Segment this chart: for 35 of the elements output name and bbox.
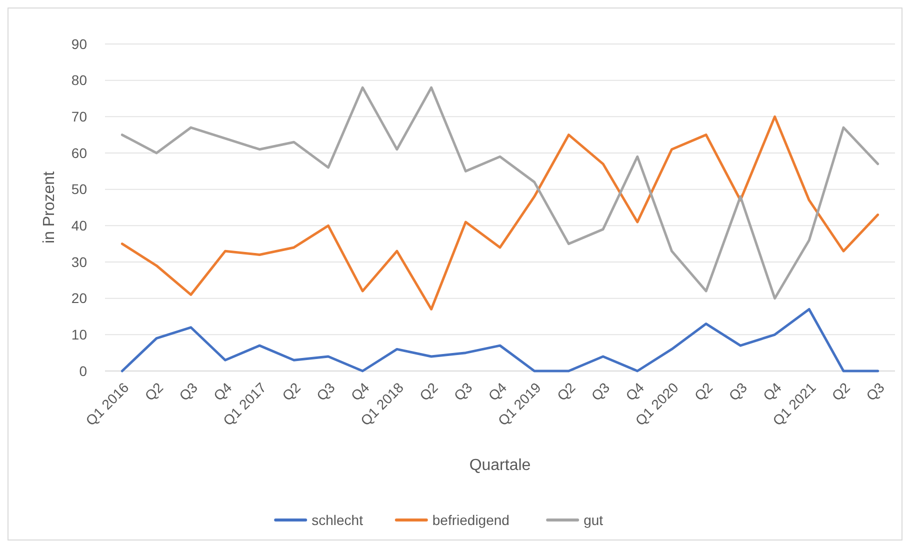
x-tick-label: Q3: [588, 379, 613, 404]
x-tick-label: Q2: [416, 379, 442, 404]
x-tick-label: Q2: [828, 379, 854, 404]
line-series: [120, 86, 880, 300]
y-tick-label: 30: [71, 254, 88, 270]
x-tick-label: Q3: [313, 379, 338, 404]
x-tick-label: Q4: [348, 379, 372, 404]
x-tick-label: Q4: [210, 379, 235, 404]
y-tick-label: 0: [79, 362, 88, 379]
legend-label: gut: [584, 512, 604, 528]
x-tick-label: Q3: [176, 379, 201, 404]
legend-label: befriedigend: [432, 512, 510, 528]
y-tick-label: 90: [71, 36, 88, 52]
x-tick-label: Q3: [450, 379, 476, 404]
x-axis-title: Quartale: [469, 457, 531, 474]
y-tick-label: 20: [71, 290, 88, 306]
y-tick-label: 50: [71, 181, 88, 198]
x-tick-label: Q3: [862, 379, 888, 404]
x-tick-label: Q2: [554, 379, 578, 404]
y-tick-label: 10: [71, 326, 88, 343]
x-tick-label: Q4: [622, 379, 648, 404]
y-axis-title: in Prozent: [41, 170, 58, 244]
x-tick-label: Q4: [760, 379, 785, 404]
y-tick-label: 60: [71, 144, 88, 161]
y-tick-label: 70: [71, 108, 88, 125]
x-tick-label: Q2: [691, 379, 716, 404]
x-tick-label: Q2: [278, 379, 304, 404]
line-series: [120, 115, 880, 310]
x-tick-label: Q3: [725, 379, 750, 404]
y-tick-label: 80: [71, 72, 88, 88]
line-series: [120, 308, 880, 372]
y-tick-label: 40: [71, 218, 88, 234]
x-tick-label: Q2: [142, 379, 166, 404]
legend-label: schlecht: [312, 512, 364, 528]
x-tick-label: Q4: [485, 379, 510, 404]
